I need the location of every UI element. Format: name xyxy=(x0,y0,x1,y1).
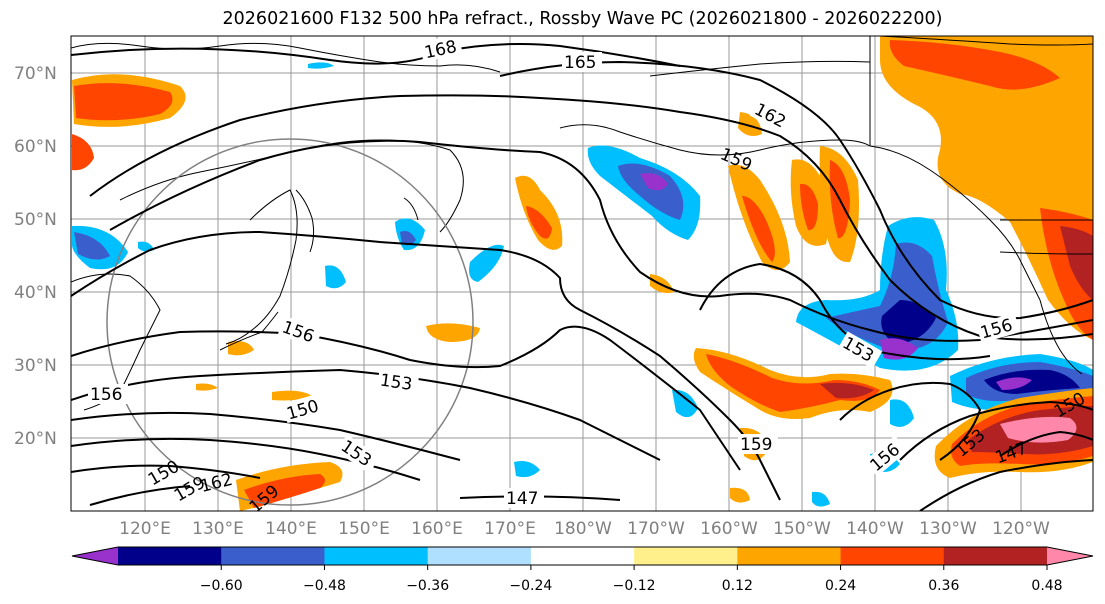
colorbar-cell xyxy=(427,547,532,565)
anomaly-patch xyxy=(426,323,480,342)
anomaly-patch xyxy=(400,231,416,246)
colorbar-extend-high xyxy=(1047,547,1093,565)
contour-label: 147 xyxy=(506,489,538,509)
colorbar-tick-label: 0.24 xyxy=(825,578,856,594)
lon-label: 170°E xyxy=(484,519,536,539)
colorbar-tick-label: 0.48 xyxy=(1031,578,1062,594)
lat-label: 60°N xyxy=(14,137,57,157)
colorbar-tick-label: −0.60 xyxy=(200,578,243,594)
anomaly-patch xyxy=(880,36,1093,340)
map-frame xyxy=(70,35,1094,512)
lat-label: 50°N xyxy=(14,210,57,230)
anomaly-patch xyxy=(618,163,684,220)
anomaly-patch xyxy=(74,232,110,260)
anomaly-patch xyxy=(1000,416,1077,443)
colorbar-tick-label: −0.12 xyxy=(613,578,656,594)
contour-label: 156 xyxy=(90,385,122,405)
lon-label: 170°W xyxy=(627,519,685,539)
lat-label: 40°N xyxy=(14,283,57,303)
colorbar-tick-label: 0.12 xyxy=(722,578,753,594)
anomaly-patch xyxy=(325,265,346,289)
colorbar-cell xyxy=(530,547,635,565)
anomaly-patch xyxy=(881,300,936,344)
colorbar-cell xyxy=(118,547,222,565)
anomaly-patch xyxy=(738,112,762,136)
lon-label: 180°W xyxy=(554,519,612,539)
anomaly-patch xyxy=(272,390,312,401)
colorbar-tick-label: −0.36 xyxy=(406,578,449,594)
contour-label: 165 xyxy=(564,53,596,73)
reference-circle xyxy=(106,138,474,506)
contour-label: 153 xyxy=(379,371,414,395)
lon-label: 120°E xyxy=(119,519,171,539)
colorbar-cell xyxy=(840,547,945,565)
map-panel: 168 165 162 159 156 156 153 150 153 147 … xyxy=(71,36,1093,511)
colorbar-tick-label: −0.24 xyxy=(509,578,552,594)
lon-label: 120°W xyxy=(992,519,1050,539)
anomaly-patch xyxy=(514,461,540,478)
longitude-labels: 120°E 130°E 140°E 150°E 160°E 170°E 180°… xyxy=(119,519,1050,539)
colorbar-tick-label: −0.48 xyxy=(303,578,346,594)
lon-label: 150°W xyxy=(773,519,831,539)
latitude-labels: 70°N 60°N 50°N 40°N 30°N 20°N xyxy=(14,64,57,449)
map-title: 2026021600 F132 500 hPa refract., Rossby… xyxy=(222,9,943,29)
anomaly-patch xyxy=(812,491,830,507)
colorbar-cell xyxy=(221,547,325,565)
anomaly-patch xyxy=(730,487,750,503)
lon-label: 130°E xyxy=(192,519,244,539)
anomaly-patch xyxy=(1060,226,1093,300)
anomaly-patch xyxy=(244,474,325,508)
anomaly-patch xyxy=(72,134,94,171)
colorbar-cell xyxy=(737,547,842,565)
colorbar-cell xyxy=(634,547,738,565)
anomaly-patch xyxy=(800,183,818,231)
lon-label: 160°W xyxy=(700,519,758,539)
anomaly-patch xyxy=(308,62,334,69)
colorbar-tick-label: 0.36 xyxy=(928,578,959,594)
anomaly-patch xyxy=(640,173,668,191)
lat-label: 30°N xyxy=(14,356,57,376)
anomaly-patch xyxy=(742,196,775,262)
anomaly-patch xyxy=(196,383,218,391)
anomaly-patch xyxy=(469,244,504,282)
colorbar: −0.60 −0.48 −0.36 −0.24 −0.12 0.12 0.24 0.36 0.4… xyxy=(71,546,1094,594)
lon-label: 130°W xyxy=(919,519,977,539)
anomaly-patch xyxy=(996,377,1032,390)
lon-label: 160°E xyxy=(411,519,463,539)
anomaly-patch xyxy=(820,382,874,399)
anomaly-patch xyxy=(889,40,1060,90)
anomaly-patch xyxy=(672,389,698,418)
colorbar-extend-low xyxy=(72,547,118,565)
lon-label: 150°E xyxy=(338,519,390,539)
anomaly-fills xyxy=(72,36,1093,511)
anomaly-patch xyxy=(74,83,173,121)
anomaly-patch xyxy=(228,341,254,356)
lat-label: 70°N xyxy=(14,64,57,84)
contour-label: 159 xyxy=(740,435,772,455)
colorbar-cell xyxy=(943,547,1048,565)
anomaly-patch xyxy=(890,399,914,427)
lat-label: 20°N xyxy=(14,429,57,449)
lon-label: 140°W xyxy=(846,519,904,539)
anomaly-patch xyxy=(526,206,552,239)
colorbar-cell xyxy=(324,547,429,565)
lon-label: 140°E xyxy=(265,519,317,539)
